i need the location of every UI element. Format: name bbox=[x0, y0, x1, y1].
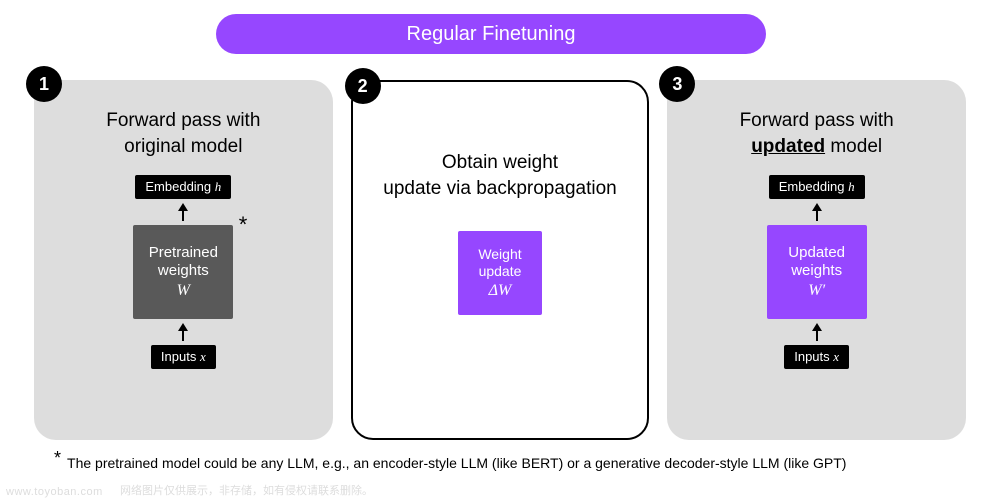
panel-3-weights-l2: weights bbox=[791, 262, 842, 281]
panel-3-weights-var: W′ bbox=[808, 281, 825, 301]
panel-1-embedding-label: Embedding bbox=[145, 179, 211, 194]
panel-1-diagram: Embedding h * Pretrained weights W Input… bbox=[133, 175, 233, 369]
panel-3-embedding-var: h bbox=[848, 179, 855, 194]
panel-3-diagram: Embedding h Updated weights W′ Inputs x bbox=[767, 175, 867, 369]
footnote-asterisk-icon: * bbox=[54, 448, 61, 468]
panel-1-embedding-box: Embedding h bbox=[135, 175, 231, 199]
panel-3-heading-line1: Forward pass with bbox=[740, 110, 894, 131]
watermark-left: www.toyoban.com bbox=[6, 486, 103, 498]
panel-3-weights-l1: Updated bbox=[788, 244, 845, 263]
panel-3: 3 Forward pass with updated model Embedd… bbox=[667, 80, 966, 440]
footnote: *The pretrained model could be any LLM, … bbox=[54, 452, 846, 473]
arrow-up-icon bbox=[178, 323, 188, 341]
panel-3-embedding-label: Embedding bbox=[779, 179, 845, 194]
panel-1-weights-l2: weights bbox=[158, 262, 209, 281]
panel-3-inputs-label: Inputs bbox=[794, 349, 829, 364]
panel-2-heading-line2: update via backpropagation bbox=[383, 178, 616, 199]
panel-2-badge: 2 bbox=[345, 68, 381, 104]
panel-2: 2 Obtain weight update via backpropagati… bbox=[351, 80, 650, 440]
panel-2-heading: Obtain weight update via backpropagation bbox=[363, 150, 636, 201]
panel-1-embedding-var: h bbox=[215, 179, 222, 194]
panel-1-inputs-label: Inputs bbox=[161, 349, 196, 364]
watermark-right: 网络图片仅供展示，非存储，如有侵权请联系删除。 bbox=[120, 482, 373, 498]
panel-1-weights-l1: Pretrained bbox=[149, 244, 218, 263]
panel-3-badge: 3 bbox=[659, 66, 695, 102]
arrow-up-icon bbox=[812, 203, 822, 221]
panel-3-weights-box: Updated weights W′ bbox=[767, 225, 867, 319]
panel-2-delta-l1: Weight bbox=[478, 246, 521, 264]
panel-1: 1 Forward pass with original model Embed… bbox=[34, 80, 333, 440]
title-pill: Regular Finetuning bbox=[216, 14, 766, 54]
panel-1-inputs-var: x bbox=[200, 349, 206, 364]
title-text: Regular Finetuning bbox=[407, 23, 576, 46]
panel-2-delta-box: Weight update ΔW bbox=[458, 231, 542, 315]
panel-2-delta-l2: update bbox=[479, 263, 522, 281]
panel-3-heading-after: model bbox=[825, 136, 882, 157]
arrow-up-icon bbox=[812, 323, 822, 341]
panel-1-heading-line1: Forward pass with bbox=[106, 110, 260, 131]
footnote-text: The pretrained model could be any LLM, e… bbox=[67, 455, 846, 471]
panel-1-heading-line2: original model bbox=[124, 136, 242, 157]
panel-2-delta-var: ΔW bbox=[489, 281, 512, 301]
panel-1-weights-box: * Pretrained weights W bbox=[133, 225, 233, 319]
panel-3-heading: Forward pass with updated model bbox=[720, 108, 914, 159]
asterisk-icon: * bbox=[239, 211, 248, 239]
panel-1-badge: 1 bbox=[26, 66, 62, 102]
panel-3-inputs-box: Inputs x bbox=[784, 345, 849, 369]
panel-3-embedding-box: Embedding h bbox=[769, 175, 865, 199]
panel-1-inputs-box: Inputs x bbox=[151, 345, 216, 369]
arrow-up-icon bbox=[178, 203, 188, 221]
panels-row: 1 Forward pass with original model Embed… bbox=[34, 80, 966, 440]
panel-2-heading-line1: Obtain weight bbox=[442, 152, 558, 173]
panel-1-weights-var: W bbox=[177, 281, 190, 301]
panel-1-heading: Forward pass with original model bbox=[86, 108, 280, 159]
panel-3-heading-underlined: updated bbox=[751, 136, 825, 157]
panel-3-inputs-var: x bbox=[833, 349, 839, 364]
